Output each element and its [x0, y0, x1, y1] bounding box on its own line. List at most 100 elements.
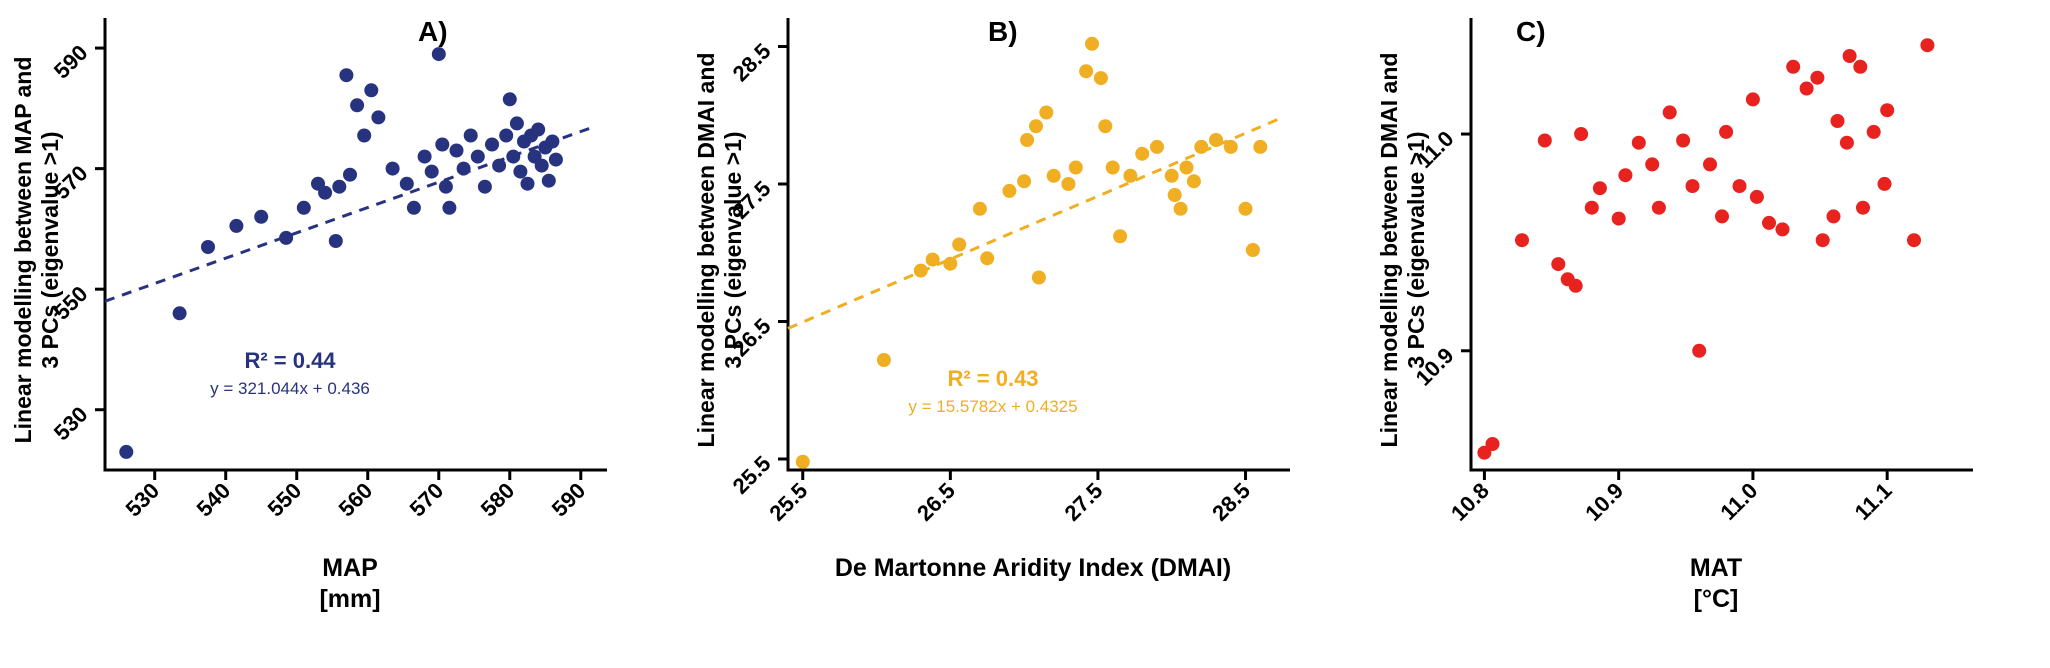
data-point: [1830, 114, 1845, 128]
data-point: [1238, 201, 1253, 216]
data-point: [913, 263, 928, 278]
data-point: [1719, 124, 1734, 139]
data-point: [943, 256, 958, 271]
y-axis-title-b-line2: 3 PCs (eigenvalue >1): [720, 131, 746, 369]
data-point: [1762, 215, 1776, 230]
data-point: [1799, 81, 1814, 96]
data-point: [1245, 243, 1260, 257]
data-point: [1810, 70, 1825, 85]
y-axis-title-a-line1: Linear modelling between MAP and: [10, 56, 36, 444]
data-point: [1880, 103, 1895, 118]
x-tick-label: 10.9: [1580, 478, 1628, 526]
data-point: [1703, 157, 1717, 172]
data-point: [1618, 168, 1633, 183]
x-tick-label: 11.0: [1715, 478, 1762, 525]
x-axis-title-a-line1: MAP: [322, 554, 378, 582]
data-point: [1786, 59, 1801, 74]
data-point: [485, 137, 499, 152]
data-point: [229, 218, 244, 233]
regression-annotation-b: R² = 0.43 y = 15.5782x + 0.4325: [833, 366, 1153, 417]
data-point: [1046, 168, 1061, 183]
x-tick-label: 530: [121, 478, 165, 522]
data-point: [548, 152, 563, 167]
data-point: [1079, 64, 1094, 79]
data-point: [417, 149, 432, 164]
data-point: [1920, 38, 1935, 53]
data-point: [1568, 278, 1583, 293]
data-point: [506, 149, 521, 164]
data-point: [1167, 188, 1182, 202]
y-axis-title-c-line1: Linear modelling between DMAI and: [1376, 52, 1402, 448]
r-squared-label-b: R² = 0.43: [947, 366, 1039, 391]
scatter-plot-mat: 10.8 10.9 11.0 11.110.911.0: [1411, 18, 1973, 526]
data-point: [332, 179, 347, 194]
data-point: [1662, 105, 1677, 120]
data-point: [1574, 127, 1589, 141]
data-point: [1085, 36, 1099, 51]
y-axis-title-a: Linear modelling between MAP and 3 PCs (…: [10, 20, 66, 480]
data-point: [1017, 174, 1032, 189]
data-point: [509, 116, 524, 131]
data-point: [328, 234, 343, 248]
data-point: [952, 237, 967, 252]
regression-annotation-a: R² = 0.44 y = 321.044x + 0.436: [130, 348, 450, 399]
x-tick-label: 590: [547, 478, 591, 522]
y-axis-title-b: Linear modelling between DMAI and 3 PCs …: [693, 20, 749, 480]
data-point: [1020, 133, 1035, 147]
data-point: [350, 98, 365, 113]
data-point: [1853, 59, 1868, 74]
data-point: [435, 137, 450, 152]
data-point: [1631, 135, 1646, 150]
x-tick-label: 11.1: [1850, 478, 1897, 525]
data-point: [1745, 92, 1760, 107]
data-point: [1209, 133, 1223, 147]
x-tick-label: 25.5: [764, 478, 812, 526]
x-axis-title-a-line2: [mm]: [319, 585, 381, 613]
data-point: [876, 353, 891, 367]
data-point: [1685, 179, 1700, 194]
y-axis-title-b-line1: Linear modelling between DMAI and: [693, 52, 719, 448]
data-point: [1826, 209, 1841, 224]
data-point: [980, 251, 995, 266]
data-point: [1061, 177, 1076, 191]
data-point: [1186, 174, 1201, 189]
data-point: [1515, 233, 1529, 248]
data-point: [545, 134, 560, 149]
data-point: [972, 201, 987, 216]
data-point: [399, 176, 414, 191]
data-point: [1815, 233, 1830, 248]
panel-a: Linear modelling between MAP and 3 PCs (…: [0, 0, 683, 668]
x-tick-label: 10.8: [1446, 478, 1494, 526]
x-axis-title-c: MAT [°C]: [1471, 553, 1961, 615]
data-point: [1105, 160, 1120, 175]
data-point: [795, 454, 810, 469]
data-point: [1068, 160, 1083, 175]
data-point: [1173, 201, 1188, 216]
x-axis-title-b: De Martonne Aridity Index (DMAI): [788, 553, 1278, 584]
data-point: [534, 158, 549, 173]
data-point: [1551, 257, 1566, 272]
data-point: [470, 149, 485, 164]
data-point: [371, 110, 386, 125]
x-tick-label: 540: [192, 478, 236, 522]
data-point: [339, 68, 354, 83]
data-point: [1584, 200, 1599, 215]
x-axis-title-b-line1: De Martonne Aridity Index (DMAI): [834, 554, 1232, 582]
data-point: [279, 230, 294, 245]
data-point: [201, 240, 215, 254]
data-point: [1692, 343, 1707, 358]
data-point: [1039, 105, 1054, 120]
data-point: [1113, 229, 1128, 244]
data-point: [1223, 139, 1238, 154]
data-point: [431, 47, 446, 62]
regression-equation-a: y = 321.044x + 0.436: [210, 379, 370, 398]
data-point: [1123, 168, 1138, 183]
data-point: [1749, 189, 1764, 204]
scatter-plot-dmai: 25.5 26.5 27.5 28.525.526.527.528.5: [728, 18, 1290, 526]
data-point: [1907, 233, 1921, 248]
x-axis-title-a: MAP [mm]: [105, 553, 595, 615]
data-point: [296, 200, 311, 215]
data-point: [1194, 139, 1209, 154]
